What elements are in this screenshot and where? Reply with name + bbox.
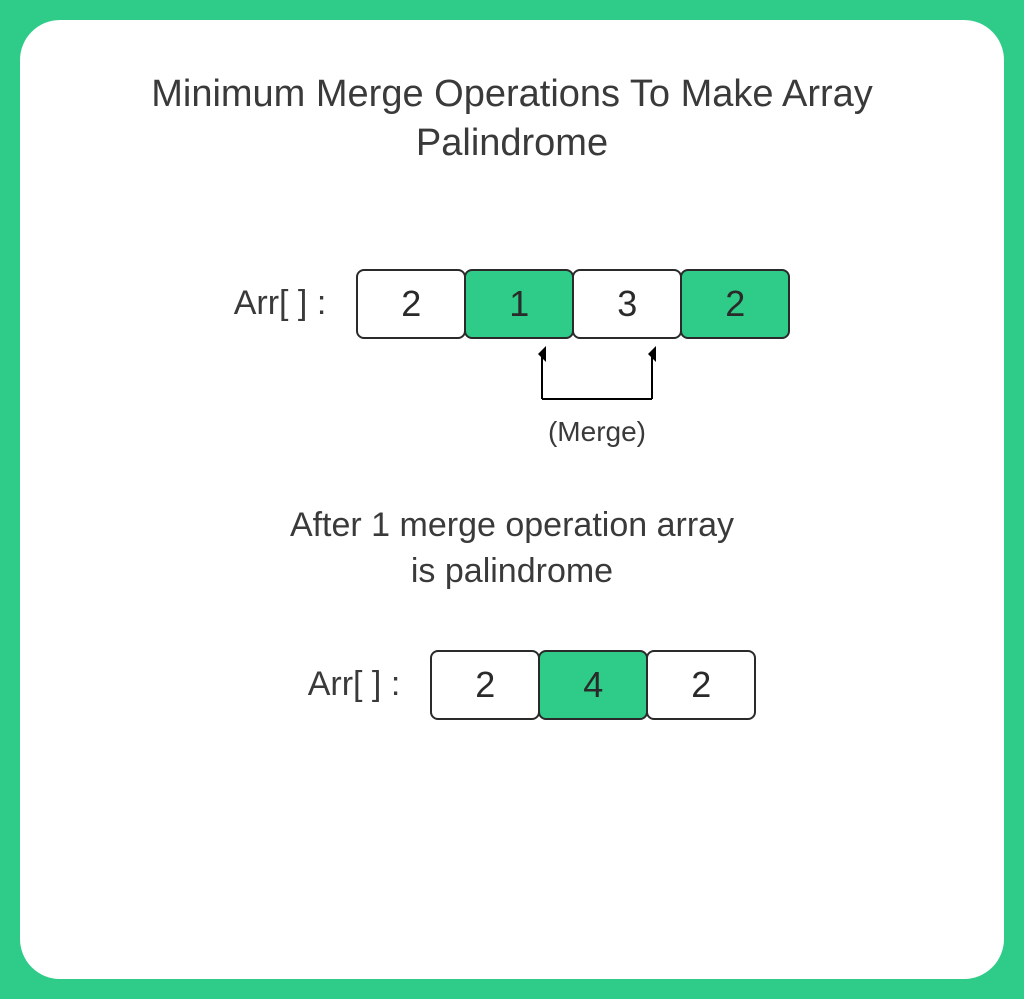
inner-panel: Minimum Merge Operations To Make Array P… [20, 20, 1004, 979]
array-1-cells: 2 1 3 2 [356, 269, 790, 339]
array-2-cell-2: 2 [646, 650, 756, 720]
array-2-cell-1: 4 [538, 650, 648, 720]
array-1-row: Arr[ ] : 2 1 3 2 [234, 269, 791, 339]
merge-label: (Merge) [548, 416, 646, 448]
array-2-cell-0: 2 [430, 650, 540, 720]
array-1-label: Arr[ ] : [234, 284, 327, 323]
array-1-cell-3: 2 [680, 269, 790, 339]
caption-line: After 1 merge operation arrayis palindro… [290, 506, 734, 590]
array-1-cell-0: 2 [356, 269, 466, 339]
merge-annotation: (Merge) [477, 344, 717, 448]
page-title: Minimum Merge Operations To Make Array P… [60, 70, 964, 169]
array-2-cells: 2 4 2 [430, 650, 756, 720]
caption-text: After 1 merge operation arrayis palindro… [290, 503, 734, 595]
merge-arrows-icon [477, 344, 717, 414]
array-2-label: Arr[ ] : [308, 665, 401, 704]
array-1-cell-1: 1 [464, 269, 574, 339]
outer-frame: Minimum Merge Operations To Make Array P… [0, 0, 1024, 999]
array-2-row: Arr[ ] : 2 4 2 [308, 650, 757, 720]
array-1-cell-2: 3 [572, 269, 682, 339]
